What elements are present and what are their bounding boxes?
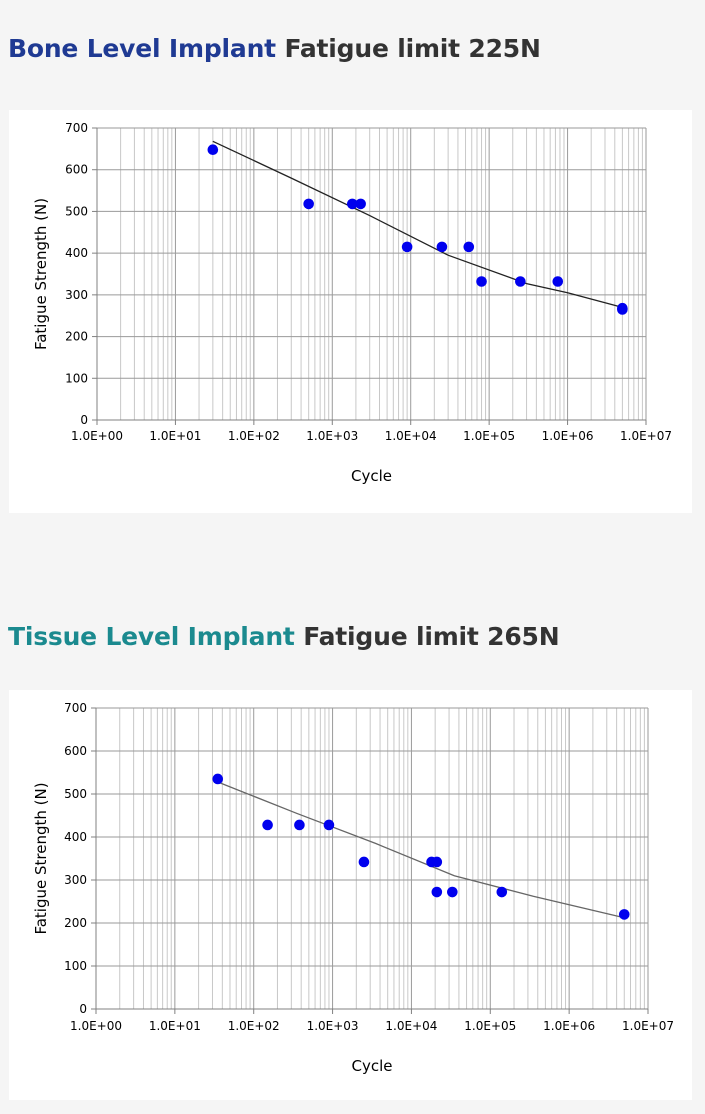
chart-2-title-rest: Fatigue limit 265N [303,622,560,651]
chart-2-title: Tissue Level Implant Fatigue limit 265N [8,622,560,651]
data-point [355,198,366,210]
y-tick-label: 600 [64,744,87,758]
data-point [212,773,224,785]
y-tick-label: 100 [65,371,88,385]
y-tick-label: 300 [65,288,88,302]
data-point [476,276,487,287]
y-tick-label: 700 [65,121,88,135]
chart-2-svg: 0 100 200 300 400 500 600 700 1.0E+00 1.0E+01 1.0E… [32,701,674,1075]
y-tick-label: 300 [64,873,87,887]
x-tick-label: 1.0E+00 [71,429,123,443]
x-tick-label: 1.0E+07 [622,1019,674,1033]
data-point [358,856,370,868]
data-point [401,241,413,253]
data-point [463,241,475,253]
data-point [207,144,219,155]
y-tick-label: 200 [64,916,87,930]
y-axis-title: Fatigue Strength (N) [32,782,50,934]
data-point [618,909,630,920]
x-tick-label: 1.0E+04 [385,429,437,443]
data-point [436,241,448,253]
chart-2-title-accent: Tissue Level Implant [8,622,295,651]
data-point [262,819,273,831]
x-tick-label: 1.0E+05 [463,429,515,443]
data-point [496,886,508,898]
data-point [294,819,305,831]
x-tick-label: 1.0E+06 [542,429,594,443]
y-tick-label: 600 [65,163,88,177]
y-tick-label: 100 [64,959,87,973]
data-point [431,856,443,868]
x-tick-label: 1.0E+02 [228,429,280,443]
y-tick-label: 400 [65,246,88,260]
data-point [515,276,526,287]
trend-line [212,140,623,309]
y-tick-label: 500 [64,787,87,801]
y-tick-label: 400 [64,830,87,844]
data-point [552,276,564,287]
x-axis-title: Cycle [352,1057,393,1075]
y-tick-label: 0 [79,1002,87,1016]
x-tick-label: 1.0E+02 [228,1019,280,1033]
data-point [447,886,458,898]
x-axis-title: Cycle [351,467,392,485]
x-tick-label: 1.0E+06 [543,1019,595,1033]
x-tick-label: 1.0E+04 [385,1019,437,1033]
grid [96,127,647,421]
x-tick-label: 1.0E+03 [307,1019,359,1033]
x-tick-label: 1.0E+03 [306,429,358,443]
chart-1-svg: 0 100 200 300 400 500 600 700 1.0E+00 1.0E+01 1.0E… [32,121,672,485]
data-point [323,819,335,831]
y-tick-label: 500 [65,204,88,218]
chart-1-title-rest: Fatigue limit 225N [284,34,541,63]
x-tick-label: 1.0E+00 [70,1019,122,1033]
x-tick-label: 1.0E+07 [620,429,672,443]
x-tick-label: 1.0E+01 [149,429,201,443]
y-tick-label: 0 [80,413,88,427]
chart-1-title: Bone Level Implant Fatigue limit 225N [8,34,541,63]
chart-1-panel: 0 100 200 300 400 500 600 700 1.0E+00 1.0E+01 1.0E… [9,110,692,513]
data-point [347,198,358,210]
grid [95,707,649,1010]
y-tick-label: 200 [65,330,88,344]
chart-2-panel: 0 100 200 300 400 500 600 700 1.0E+00 1.0E+01 1.0E… [9,690,692,1100]
data-point [431,886,443,898]
y-axis-title: Fatigue Strength (N) [32,198,50,350]
chart-1-title-accent: Bone Level Implant [8,34,276,63]
x-tick-label: 1.0E+01 [149,1019,201,1033]
data-point [303,198,314,210]
x-tick-label: 1.0E+05 [464,1019,516,1033]
data-point [617,302,628,314]
trend-line [217,781,625,919]
y-tick-label: 700 [64,701,87,715]
